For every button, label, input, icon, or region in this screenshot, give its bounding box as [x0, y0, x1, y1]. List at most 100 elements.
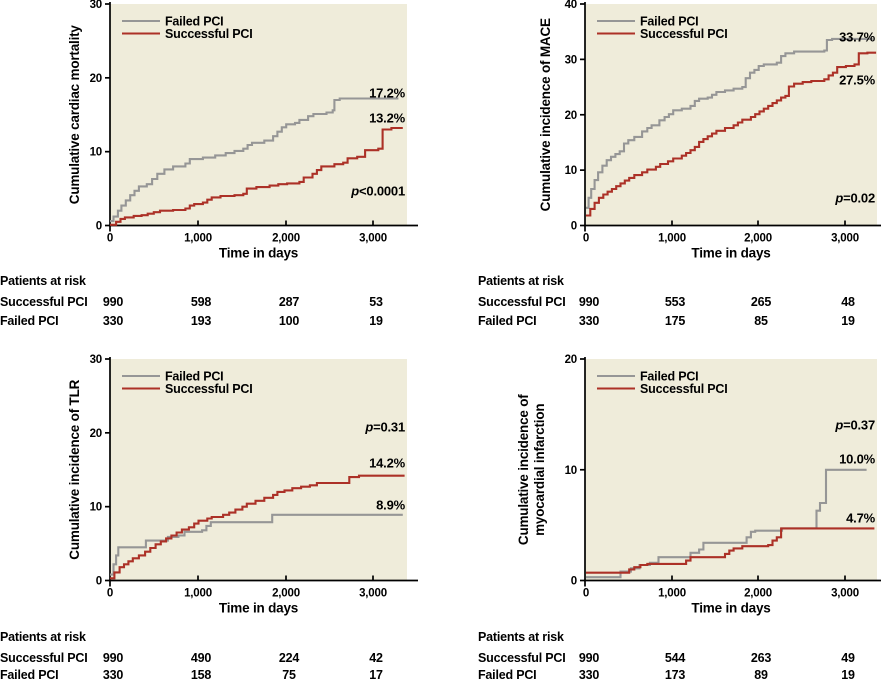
at-risk-value: 287	[278, 295, 300, 309]
y-tick-label: 40	[565, 0, 577, 11]
p-value-label: p=0.02	[834, 191, 875, 206]
at-risk-value: 330	[578, 668, 600, 682]
y-tick-label: 0	[96, 576, 102, 588]
end-label-successful: 14.2%	[369, 456, 406, 471]
y-tick-label: 10	[90, 147, 102, 159]
curve-successful-pci	[586, 527, 875, 574]
legend-label-failed: Failed PCI	[640, 15, 698, 29]
y-tick-label: 20	[565, 354, 577, 366]
end-label-failed: 17.2%	[369, 86, 406, 101]
y-tick-label: 10	[565, 465, 577, 477]
curve-successful-pci	[110, 474, 405, 580]
x-tick-label: 0	[583, 233, 589, 245]
at-risk-value: 49	[841, 651, 855, 665]
legend-label-successful: Successful PCI	[165, 27, 253, 41]
at-risk-value: 158	[190, 668, 212, 682]
at-risk-value: 544	[664, 651, 686, 665]
curve-successful-pci	[586, 51, 877, 217]
legend-label-failed: Failed PCI	[165, 370, 223, 384]
end-label-successful: 27.5%	[839, 73, 876, 88]
y-axis-title: Cumulative incidence of	[516, 394, 531, 545]
at-risk-value: 53	[369, 295, 383, 309]
at-risk-value: 224	[278, 651, 300, 665]
end-label-failed: 10.0%	[839, 452, 876, 467]
at-risk-value: 553	[664, 295, 686, 309]
curve-successful-pci	[110, 126, 403, 226]
plot-area	[585, 4, 877, 226]
at-risk-row-label: Failed PCI	[478, 314, 537, 328]
x-tick-label: 3,000	[831, 233, 859, 245]
y-tick-label: 10	[90, 502, 102, 514]
at-risk-row: Successful PCI 990 544 263 49	[440, 651, 881, 666]
at-risk-value: 990	[578, 651, 600, 665]
x-tick-label: 0	[107, 233, 113, 245]
at-risk-row-label: Successful PCI	[478, 651, 566, 665]
at-risk-row: Failed PCI 330 173 89 19	[440, 668, 881, 683]
at-risk-table-cardiac-mortality: Patients at risk Successful PCI 990 598 …	[0, 268, 440, 328]
at-risk-value: 990	[102, 295, 124, 309]
y-tick-label: 0	[571, 576, 577, 588]
at-risk-row-label: Successful PCI	[0, 651, 88, 665]
at-risk-row-label: Successful PCI	[478, 295, 566, 309]
x-tick-label: 2,000	[272, 588, 300, 600]
y-tick-label: 30	[90, 354, 102, 366]
y-tick-label: 20	[90, 428, 102, 440]
end-label-successful: 13.2%	[369, 111, 406, 126]
x-tick-label: 2,000	[744, 233, 772, 245]
legend-label-successful: Successful PCI	[165, 382, 253, 396]
y-tick-label: 20	[565, 110, 577, 122]
p-value-label: p=0.31	[364, 420, 405, 435]
y-axis-title: Cumulative cardiac mortality	[67, 25, 82, 205]
at-risk-value: 263	[750, 651, 772, 665]
at-risk-value: 330	[102, 668, 124, 682]
x-tick-label: 0	[583, 588, 589, 600]
x-tick-label: 3,000	[831, 588, 859, 600]
x-tick-label: 1,000	[184, 233, 212, 245]
x-axis-title: Time in days	[219, 601, 298, 616]
y-tick-label: 30	[565, 54, 577, 66]
at-risk-value: 19	[841, 314, 855, 328]
at-risk-row-label: Successful PCI	[0, 295, 88, 309]
x-axis-title: Time in days	[691, 601, 770, 616]
x-tick-label: 2,000	[272, 233, 300, 245]
y-axis-title: myocardial infarction	[532, 404, 547, 536]
x-tick-label: 1,000	[658, 233, 686, 245]
chart-cumulative-incidence-of-mace: 0 10 20 30 40 0 1,000 2,000 3,000 Failed PCISucce…	[538, 0, 881, 261]
curve-failed-pci	[586, 37, 873, 209]
chart-cumulative-cardiac-mortality: 0 10 20 30 0 1,000 2,000 3,000 Failed PCISuccess…	[67, 0, 418, 261]
at-risk-value: 42	[369, 651, 383, 665]
curve-failed-pci	[110, 97, 399, 223]
at-risk-value: 85	[754, 314, 768, 328]
at-risk-value: 19	[841, 668, 855, 682]
legend-label-failed: Failed PCI	[165, 15, 223, 29]
at-risk-value: 175	[664, 314, 686, 328]
at-risk-row-label: Failed PCI	[478, 668, 537, 682]
x-tick-label: 2,000	[744, 588, 772, 600]
x-tick-label: 1,000	[184, 588, 212, 600]
at-risk-value: 193	[190, 314, 212, 328]
x-tick-label: 0	[107, 588, 113, 600]
at-risk-row-label: Failed PCI	[0, 668, 59, 682]
legend-label-failed: Failed PCI	[640, 370, 698, 384]
at-risk-value: 330	[102, 314, 124, 328]
end-label-failed: 8.9%	[376, 498, 405, 513]
y-tick-label: 0	[571, 221, 577, 233]
at-risk-value: 490	[190, 651, 212, 665]
at-risk-row: Successful PCI 990 553 265 48	[440, 295, 881, 310]
at-risk-value: 75	[282, 668, 296, 682]
at-risk-value: 265	[750, 295, 772, 309]
end-label-failed: 33.7%	[839, 30, 876, 45]
at-risk-value: 598	[190, 295, 212, 309]
y-tick-label: 0	[96, 221, 102, 233]
at-risk-title: Patients at risk	[0, 274, 86, 288]
x-tick-label: 3,000	[359, 588, 387, 600]
at-risk-row-label: Failed PCI	[0, 314, 59, 328]
at-risk-table-tlr: Patients at risk Successful PCI 990 490 …	[0, 626, 440, 685]
at-risk-value: 990	[102, 651, 124, 665]
at-risk-row: Failed PCI 330 158 75 17	[0, 668, 440, 683]
chart-cumulative-incidence-of-tlr: 0 10 20 30 0 1,000 2,000 3,000 Failed PCISuccess…	[67, 354, 418, 616]
end-label-successful: 4.7%	[846, 511, 875, 526]
x-axis-title: Time in days	[219, 246, 298, 261]
at-risk-value: 100	[278, 314, 300, 328]
at-risk-title: Patients at risk	[478, 274, 564, 288]
